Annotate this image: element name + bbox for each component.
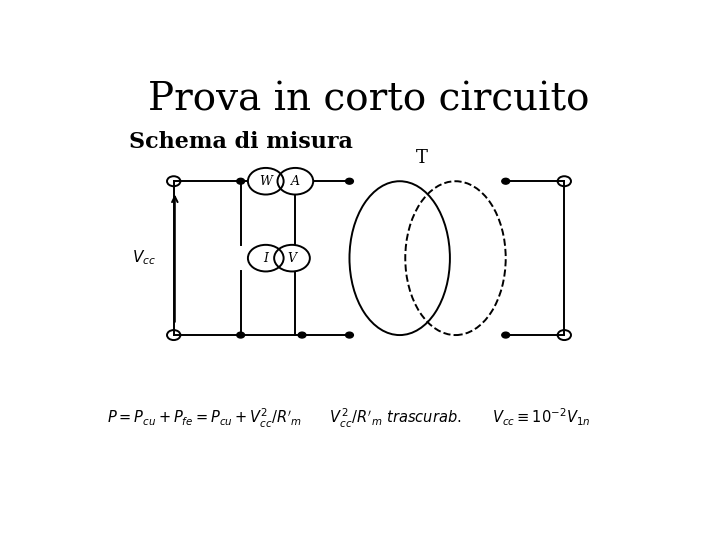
Circle shape — [502, 178, 510, 184]
Text: A: A — [291, 175, 300, 188]
Text: $P = P_{cu} + P_{fe} = P_{cu} + V^2_{cc} / R'_m$$\quad\quad V^2_{cc} / R'_m \ \m: $P = P_{cu} + P_{fe} = P_{cu} + V^2_{cc}… — [107, 407, 590, 430]
Ellipse shape — [349, 181, 450, 335]
Circle shape — [502, 332, 510, 338]
Text: T: T — [416, 150, 428, 167]
Text: V: V — [287, 252, 297, 265]
Circle shape — [248, 245, 284, 272]
Text: I: I — [264, 252, 269, 265]
Text: $V_{cc}$: $V_{cc}$ — [132, 249, 156, 267]
Text: Prova in corto circuito: Prova in corto circuito — [148, 82, 590, 118]
Circle shape — [277, 168, 313, 194]
Circle shape — [346, 178, 354, 184]
Text: Schema di misura: Schema di misura — [129, 131, 353, 153]
Circle shape — [248, 168, 284, 194]
Text: W: W — [259, 175, 272, 188]
Circle shape — [298, 332, 306, 338]
Circle shape — [237, 332, 245, 338]
Circle shape — [237, 178, 245, 184]
Circle shape — [346, 332, 354, 338]
Circle shape — [274, 245, 310, 272]
Ellipse shape — [405, 181, 505, 335]
